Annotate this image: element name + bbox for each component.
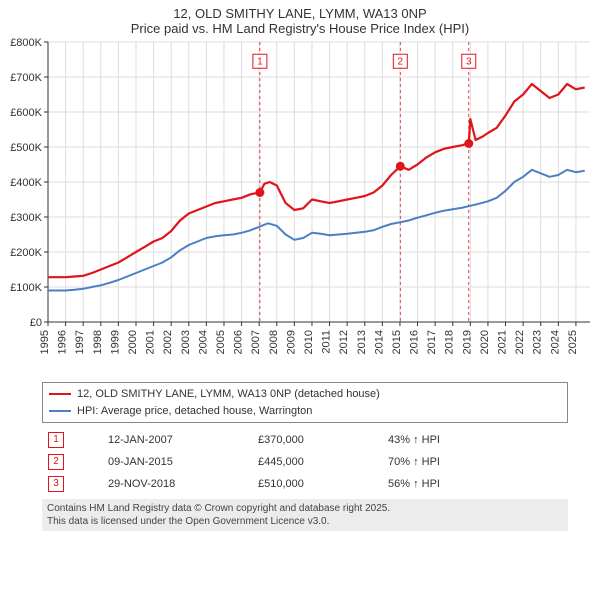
svg-text:2009: 2009: [285, 330, 297, 354]
footer-line-2: This data is licensed under the Open Gov…: [47, 515, 563, 528]
svg-text:£600K: £600K: [10, 107, 42, 119]
legend-swatch-price-paid: [49, 393, 71, 395]
event-price: £370,000: [252, 429, 382, 451]
event-badge: 3: [48, 476, 64, 492]
svg-text:2002: 2002: [162, 330, 174, 354]
svg-text:1998: 1998: [92, 330, 104, 354]
svg-text:3: 3: [466, 56, 472, 67]
svg-text:£200K: £200K: [10, 247, 42, 259]
svg-text:1999: 1999: [109, 330, 121, 354]
svg-text:1996: 1996: [57, 330, 69, 354]
svg-text:2014: 2014: [373, 330, 385, 354]
event-row: 2 09-JAN-2015£445,00070% ↑ HPI: [42, 451, 568, 473]
svg-text:2011: 2011: [321, 330, 333, 354]
svg-text:£800K: £800K: [10, 38, 42, 49]
svg-text:2005: 2005: [215, 330, 227, 354]
svg-text:£0: £0: [30, 317, 42, 329]
legend-item-price-paid: 12, OLD SMITHY LANE, LYMM, WA13 0NP (det…: [49, 386, 561, 403]
svg-text:1995: 1995: [39, 330, 51, 354]
svg-text:2016: 2016: [409, 330, 421, 354]
event-delta: 70% ↑ HPI: [382, 451, 568, 473]
svg-text:2004: 2004: [197, 330, 209, 354]
svg-text:2018: 2018: [444, 330, 456, 354]
legend-label: 12, OLD SMITHY LANE, LYMM, WA13 0NP (det…: [77, 386, 380, 403]
event-delta: 43% ↑ HPI: [382, 429, 568, 451]
svg-text:2010: 2010: [303, 330, 315, 354]
event-badge: 2: [48, 454, 64, 470]
event-badge: 1: [48, 432, 64, 448]
svg-text:2020: 2020: [479, 330, 491, 354]
svg-text:2006: 2006: [233, 330, 245, 354]
chart-svg: £0 £100K £200K £300K £400K £500K £600K £700K £80…: [0, 38, 600, 378]
svg-text:2022: 2022: [514, 330, 526, 354]
footer-attribution: Contains HM Land Registry data © Crown c…: [42, 499, 568, 531]
chart-area: £0 £100K £200K £300K £400K £500K £600K £700K £80…: [0, 38, 600, 378]
svg-text:2008: 2008: [268, 330, 280, 354]
svg-text:£100K: £100K: [10, 282, 42, 294]
svg-text:£300K: £300K: [10, 212, 42, 224]
svg-text:£400K: £400K: [10, 177, 42, 189]
svg-text:2023: 2023: [532, 330, 544, 354]
svg-text:2025: 2025: [567, 330, 579, 354]
svg-text:2017: 2017: [426, 330, 438, 354]
event-row: 3 29-NOV-2018£510,00056% ↑ HPI: [42, 473, 568, 495]
svg-text:1: 1: [257, 56, 263, 67]
svg-text:2024: 2024: [549, 330, 561, 354]
event-delta: 56% ↑ HPI: [382, 473, 568, 495]
legend-swatch-hpi: [49, 410, 71, 412]
svg-text:2003: 2003: [180, 330, 192, 354]
event-date: 12-JAN-2007: [102, 429, 252, 451]
event-price: £510,000: [252, 473, 382, 495]
svg-text:2001: 2001: [145, 330, 157, 354]
chart-title: 12, OLD SMITHY LANE, LYMM, WA13 0NP Pric…: [0, 0, 600, 38]
legend-item-hpi: HPI: Average price, detached house, Warr…: [49, 403, 561, 420]
event-date: 09-JAN-2015: [102, 451, 252, 473]
svg-text:2021: 2021: [497, 330, 509, 354]
svg-text:2000: 2000: [127, 330, 139, 354]
svg-text:£700K: £700K: [10, 72, 42, 84]
svg-text:2019: 2019: [461, 330, 473, 354]
svg-text:£500K: £500K: [10, 142, 42, 154]
footer-line-1: Contains HM Land Registry data © Crown c…: [47, 502, 563, 515]
event-row: 1 12-JAN-2007£370,00043% ↑ HPI: [42, 429, 568, 451]
title-line-1: 12, OLD SMITHY LANE, LYMM, WA13 0NP: [10, 6, 590, 21]
legend-label: HPI: Average price, detached house, Warr…: [77, 403, 312, 420]
title-line-2: Price paid vs. HM Land Registry's House …: [10, 21, 590, 36]
svg-text:2: 2: [398, 56, 404, 67]
svg-text:2007: 2007: [250, 330, 262, 354]
legend: 12, OLD SMITHY LANE, LYMM, WA13 0NP (det…: [42, 382, 568, 423]
event-price: £445,000: [252, 451, 382, 473]
svg-text:1997: 1997: [74, 330, 86, 354]
svg-text:2015: 2015: [391, 330, 403, 354]
svg-text:2013: 2013: [356, 330, 368, 354]
svg-text:2012: 2012: [338, 330, 350, 354]
events-table: 1 12-JAN-2007£370,00043% ↑ HPI 2 09-JAN-201…: [42, 429, 568, 495]
event-date: 29-NOV-2018: [102, 473, 252, 495]
